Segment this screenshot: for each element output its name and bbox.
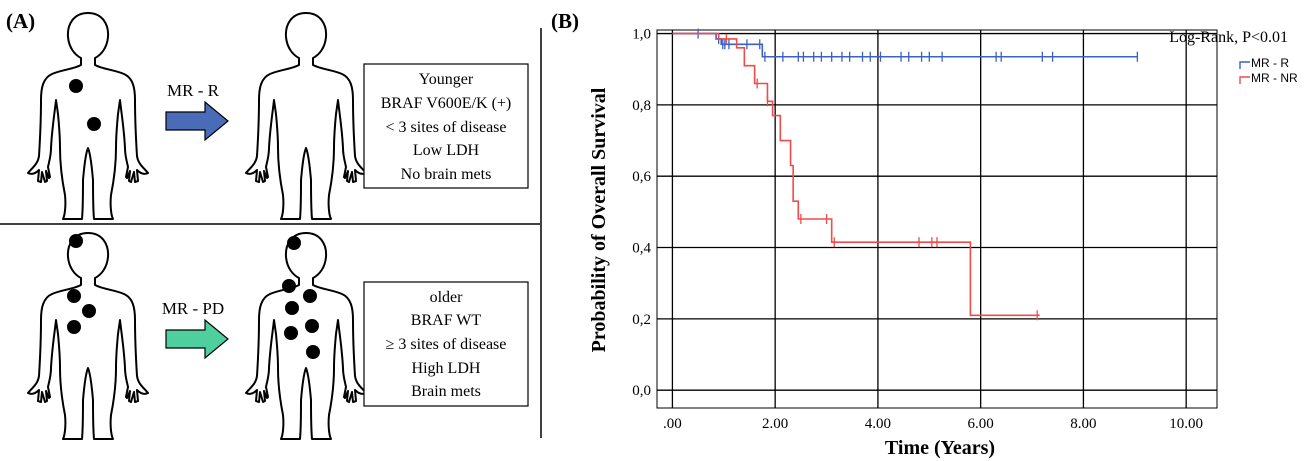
x-tick-label: 4.00 (865, 416, 891, 432)
y-tick-label: 0,4 (632, 241, 651, 257)
box-line: < 3 sites of disease (386, 119, 507, 136)
lesion-dot (69, 79, 83, 93)
lesion-dot (284, 326, 298, 340)
lesion-dot (282, 279, 296, 293)
chart-annotation: Log-Rank, P<0.01 (1169, 29, 1288, 46)
lesion-dot (287, 236, 301, 250)
lesion-dot (82, 304, 96, 318)
panel-a: (A) MR - R Younger BRAF V600E/K (+) < 3 … (0, 9, 542, 440)
grid (657, 30, 1217, 408)
box-line: older (430, 289, 464, 306)
panel-a-label: (A) (6, 9, 35, 33)
lesion-dot (285, 301, 299, 315)
y-tick-label: 0,0 (632, 383, 651, 399)
characteristics-text-top: Younger BRAF V600E/K (+) < 3 sites of di… (381, 71, 512, 183)
body-after-bottom (245, 232, 367, 440)
series-layer (672, 28, 1139, 321)
arrow-right-icon-top (165, 100, 229, 142)
lesion-dot (69, 234, 83, 248)
x-tick-label: 10.00 (1169, 416, 1203, 432)
box-line: Younger (419, 71, 474, 88)
legend: MR - RMR - NR (1239, 56, 1298, 85)
y-tick-label: 0,6 (632, 169, 651, 185)
lesion-dot (303, 289, 317, 303)
body-before-bottom (27, 232, 149, 440)
arrow-right-icon-bottom (165, 318, 229, 360)
body-before-top (27, 12, 149, 220)
body-after-top (245, 12, 367, 220)
tick-labels: .00 2.00 4.00 6.00 8.00 10.00 0,0 0,2 0,4 0,6 0,8 1… (632, 27, 1203, 432)
characteristics-box-top (363, 63, 529, 189)
x-tick-label: 8.00 (1070, 416, 1096, 432)
lesion-dot (67, 289, 81, 303)
arrow-label-bottom: MR - PD (162, 299, 224, 318)
y-tick-label: 1,0 (632, 27, 651, 43)
y-tick-label: 0,2 (632, 312, 651, 328)
lesion-dot (67, 320, 81, 334)
characteristics-text-bottom: older BRAF WT ≥ 3 sites of disease High … (386, 289, 507, 400)
panel-b-label: (B) (551, 9, 579, 33)
plot-frame (656, 29, 1218, 409)
legend-swatch-mr-nr (1239, 76, 1250, 84)
box-line: BRAF V600E/K (+) (381, 95, 512, 112)
box-line: BRAF WT (411, 312, 482, 329)
x-tick-label: 6.00 (968, 416, 994, 432)
panel-b: (B) .00 2.00 4.00 6.00 8.00 10.00 0,0 0,2 0,4 0,6… (551, 9, 1298, 459)
box-line: Brain mets (411, 383, 481, 400)
lesion-dot (305, 319, 319, 333)
y-tick-label: 0,8 (632, 98, 651, 114)
box-line: High LDH (412, 360, 481, 377)
survival-curve-mr-nr (672, 32, 1040, 317)
box-line: ≥ 3 sites of disease (386, 336, 507, 353)
characteristics-box-bottom (363, 281, 529, 407)
legend-swatch-mr-r (1239, 61, 1250, 69)
box-line: Low LDH (413, 142, 480, 159)
box-line: No brain mets (401, 166, 492, 183)
x-axis-title: Time (Years) (885, 437, 995, 459)
x-tick-label: .00 (663, 416, 682, 432)
x-tick-label: 2.00 (762, 416, 788, 432)
lesion-dot (306, 345, 320, 359)
km-chart: .00 2.00 4.00 6.00 8.00 10.00 0,0 0,2 0,4 0,6 0,8 1… (588, 27, 1298, 459)
y-axis-title: Probability of Overall Survival (588, 87, 610, 352)
arrow-label-top: MR - R (167, 81, 220, 100)
legend-label-mr-r: MR - R (1251, 56, 1289, 70)
legend-label-mr-nr: MR - NR (1251, 71, 1298, 85)
lesion-dot (87, 117, 101, 131)
survival-curve-mr-r (672, 32, 1138, 58)
